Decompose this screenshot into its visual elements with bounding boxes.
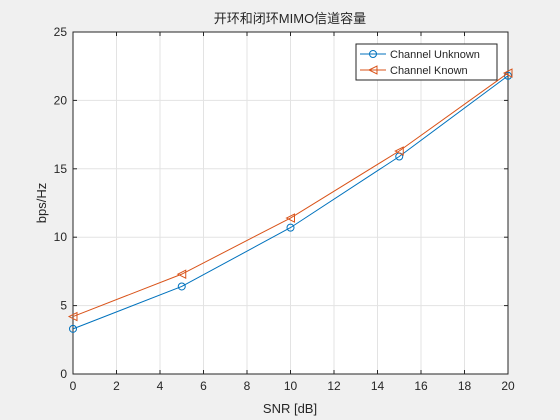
x-tick-label: 18 <box>458 379 472 393</box>
y-tick-label: 0 <box>60 367 67 381</box>
legend-label: Channel Unknown <box>390 49 480 61</box>
y-tick-label: 15 <box>54 162 68 176</box>
x-tick-label: 6 <box>200 379 207 393</box>
legend: Channel Unknown Channel Known <box>356 44 497 80</box>
x-tick-label: 20 <box>501 379 515 393</box>
x-tick-label: 8 <box>244 379 251 393</box>
y-tick-label: 25 <box>54 25 68 39</box>
x-tick-label: 4 <box>157 379 164 393</box>
x-tick-label: 14 <box>371 379 385 393</box>
x-tick-label: 2 <box>113 379 120 393</box>
x-tick-label: 12 <box>327 379 341 393</box>
y-axis-label: bps/Hz <box>34 183 49 223</box>
y-tick-label: 20 <box>54 93 68 107</box>
x-tick-label: 10 <box>284 379 298 393</box>
x-tick-label: 16 <box>414 379 428 393</box>
y-tick-label: 5 <box>60 299 67 313</box>
legend-label: Channel Known <box>390 65 468 77</box>
x-axis-label: SNR [dB] <box>263 401 317 416</box>
y-tick-label: 10 <box>54 230 68 244</box>
chart-title: 开环和闭环MIMO信道容量 <box>214 11 366 26</box>
x-tick-label: 0 <box>70 379 77 393</box>
